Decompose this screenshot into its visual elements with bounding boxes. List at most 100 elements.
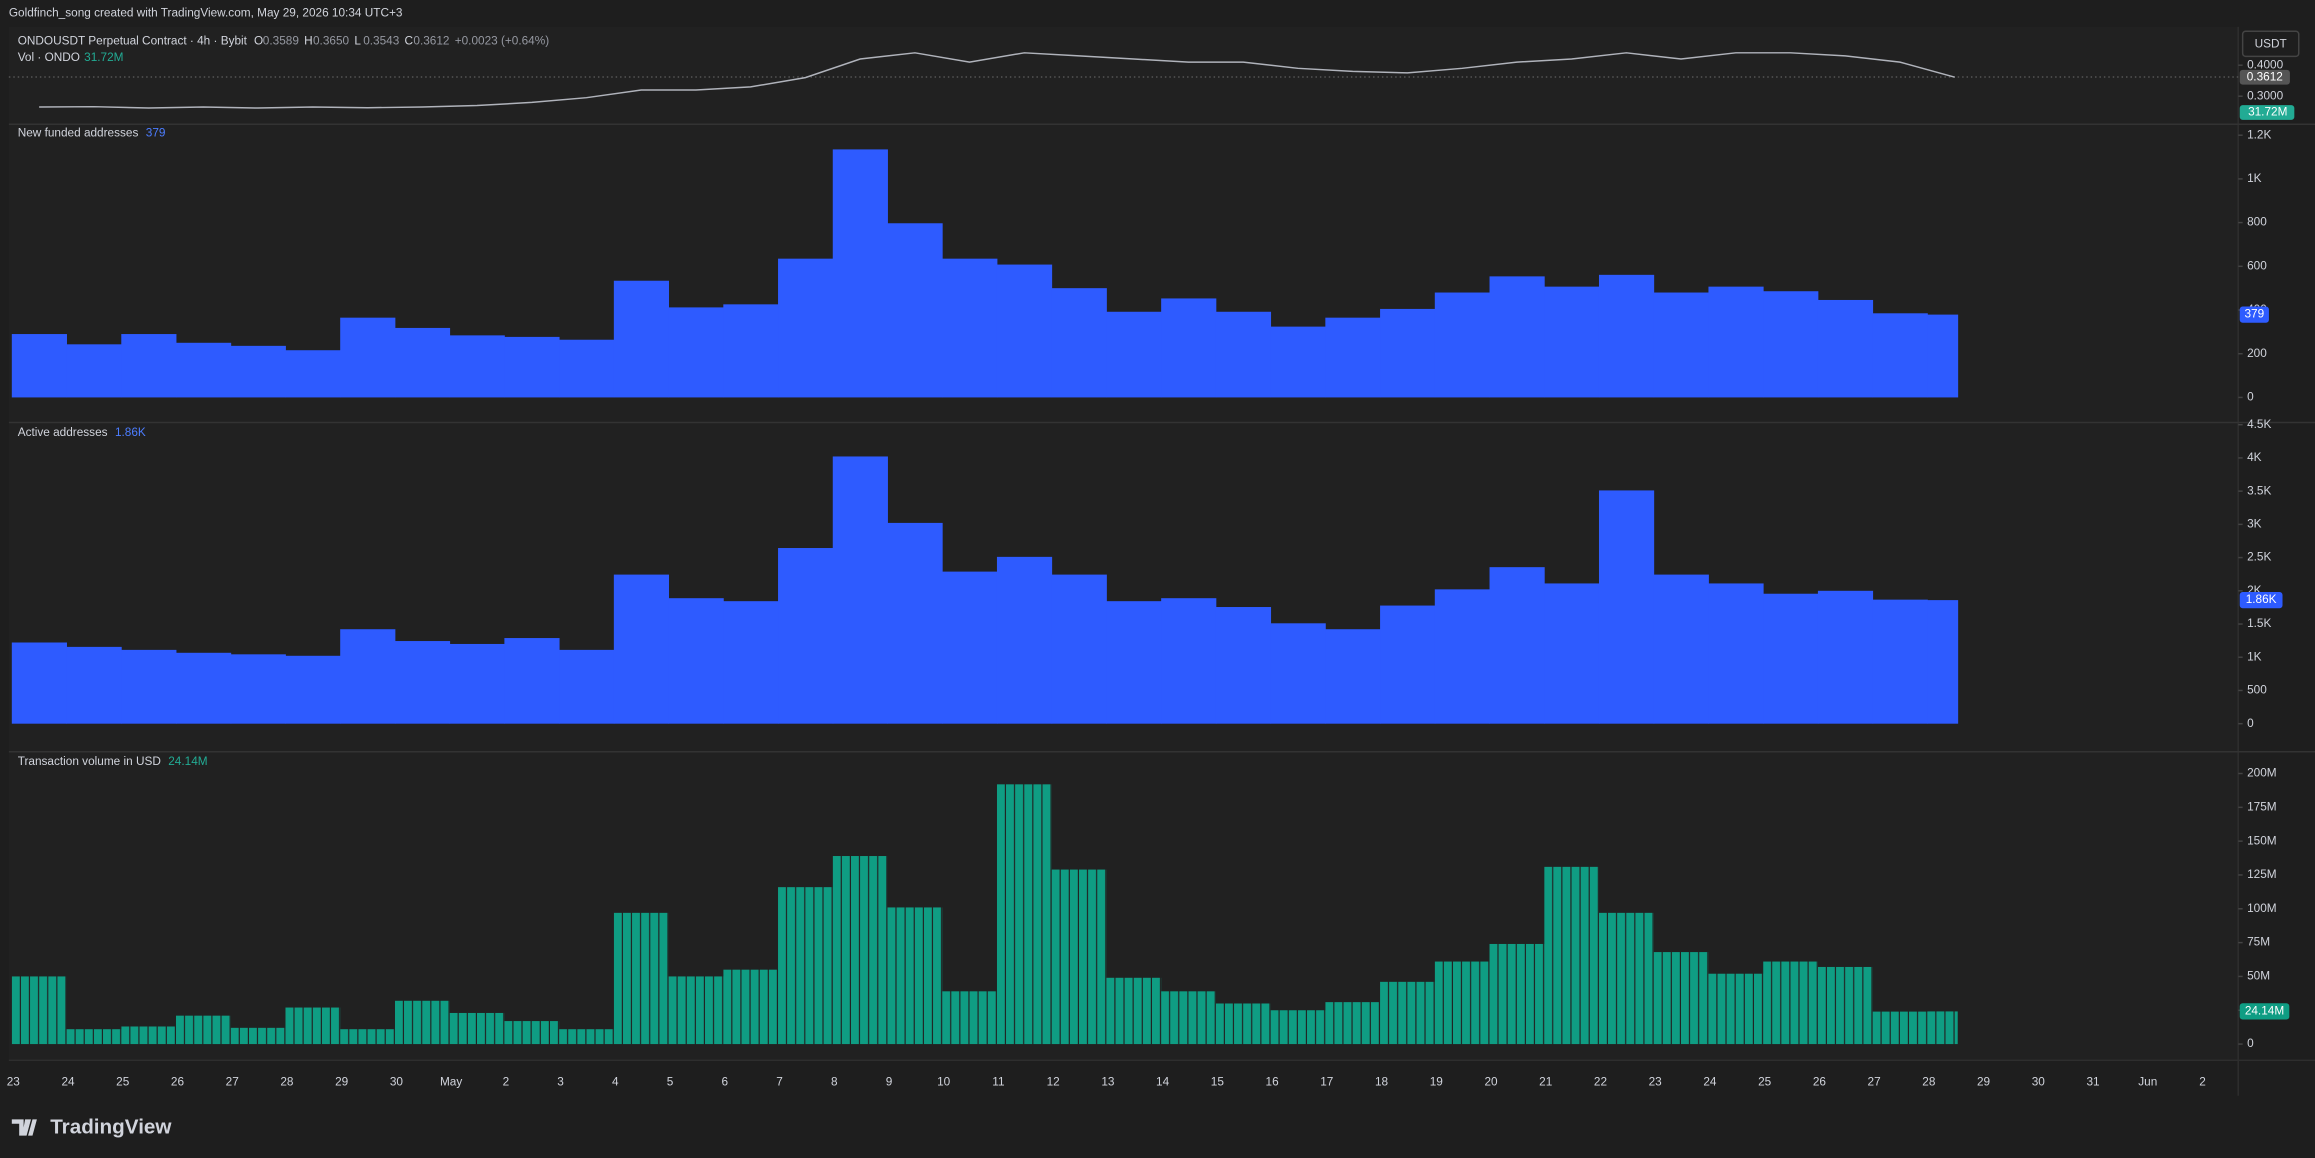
area-step [1544, 583, 1600, 724]
area-step [230, 654, 286, 724]
area-step [1763, 291, 1819, 398]
currency[interactable]: USDT [2255, 37, 2287, 51]
ohlc-value: 0.3650 [313, 34, 350, 48]
area-step [1106, 311, 1162, 398]
x-tick-label: 28 [280, 1075, 294, 1089]
bar [778, 887, 833, 1045]
area-step [832, 149, 888, 398]
x-tick-label: 13 [1101, 1075, 1115, 1089]
bar [1434, 961, 1490, 1045]
area-step [1380, 308, 1436, 398]
brand: TradingView [50, 1116, 172, 1139]
area-step [1325, 317, 1381, 398]
bar [1270, 1010, 1326, 1045]
area-step [832, 456, 888, 724]
bar [1927, 1011, 1958, 1045]
area-step [723, 601, 779, 724]
y-tick-label: 200M [2247, 766, 2277, 780]
area-step [1270, 326, 1326, 398]
last-value-badge-label: 379 [2244, 307, 2264, 321]
area-step [887, 223, 943, 398]
area-step [1817, 299, 1874, 398]
area-step [285, 655, 341, 724]
area-step [668, 307, 724, 398]
bar [340, 1029, 395, 1045]
y-tick-label: 150M [2247, 833, 2277, 847]
y-tick-label: 0 [2247, 716, 2254, 730]
area-step [504, 638, 560, 724]
bar [668, 976, 724, 1045]
y-tick-label: 75M [2247, 935, 2270, 949]
area-step [1544, 286, 1600, 398]
x-tick-label: 8 [831, 1075, 838, 1089]
x-tick-label: Jun [2138, 1075, 2157, 1089]
bar [394, 1000, 450, 1045]
area-step [613, 574, 670, 724]
area-step [66, 344, 122, 398]
last-value-badge [2239, 1003, 2290, 1020]
bar [1380, 981, 1435, 1045]
y-tick-label: 100M [2247, 901, 2277, 915]
area-step [1927, 314, 1959, 398]
x-tick-label: 16 [1266, 1075, 1280, 1089]
y-tick-label: 0 [2247, 1036, 2254, 1050]
area-step [942, 258, 998, 398]
area-step [394, 327, 451, 398]
bar [176, 1015, 231, 1045]
ohlc-key: L [354, 34, 361, 48]
bar [1653, 952, 1709, 1045]
currency-button[interactable] [2241, 30, 2300, 58]
volume-badge-label: 31.72M [2248, 105, 2287, 119]
x-tick-label: 30 [2032, 1075, 2046, 1089]
ohlc-value: 0.3612 [413, 34, 449, 48]
y-tick-label: 3.5K [2247, 483, 2271, 497]
area-step [1161, 298, 1217, 398]
x-tick-label: 25 [116, 1075, 130, 1089]
y-tick-label: 125M [2247, 867, 2277, 881]
area-step [559, 339, 615, 398]
bar [504, 1021, 560, 1045]
bar [559, 1029, 614, 1045]
y-tick-label: 4K [2247, 450, 2262, 464]
area-step [1215, 311, 1272, 398]
area-step [668, 598, 724, 724]
area-step [778, 548, 834, 724]
y-tick-label: 800 [2247, 215, 2267, 229]
area-step [176, 342, 232, 398]
area-step [66, 646, 122, 724]
bar [1106, 977, 1162, 1045]
x-tick-label: 21 [1539, 1075, 1552, 1089]
y-tick-label: 3K [2247, 516, 2262, 530]
area-step [1708, 286, 1764, 398]
bar [1817, 966, 1873, 1045]
area-step [1598, 490, 1655, 724]
pane-last-value: 1.86K [115, 425, 146, 439]
bar [1763, 961, 1818, 1045]
x-tick-label: 6 [721, 1075, 728, 1089]
area-step [394, 641, 451, 724]
y-tick-label: 1.2K [2247, 127, 2271, 141]
bar [449, 1012, 505, 1045]
area-step [504, 336, 560, 398]
x-tick-label: 3 [557, 1075, 564, 1089]
area-step [1051, 288, 1107, 398]
x-tick-label: 23 [7, 1075, 21, 1089]
area-step [11, 642, 67, 724]
y-tick-label: 2.5K [2247, 550, 2271, 564]
x-tick-label: 29 [335, 1075, 348, 1089]
bar [832, 856, 888, 1045]
x-tick-label: 26 [171, 1075, 185, 1089]
x-tick-label: 11 [992, 1075, 1004, 1089]
area-step [285, 350, 341, 398]
bar [11, 976, 67, 1045]
x-tick-label: 12 [1047, 1075, 1060, 1089]
area-step [340, 317, 396, 398]
bar [942, 991, 997, 1045]
area-step [449, 643, 505, 724]
area-step [340, 629, 396, 724]
area-step [121, 334, 177, 398]
last-value-badge-label: 24.14M [2245, 1004, 2284, 1018]
area-step [11, 334, 67, 398]
area-step [1215, 607, 1272, 724]
y-tick-label: 175M [2247, 799, 2277, 813]
